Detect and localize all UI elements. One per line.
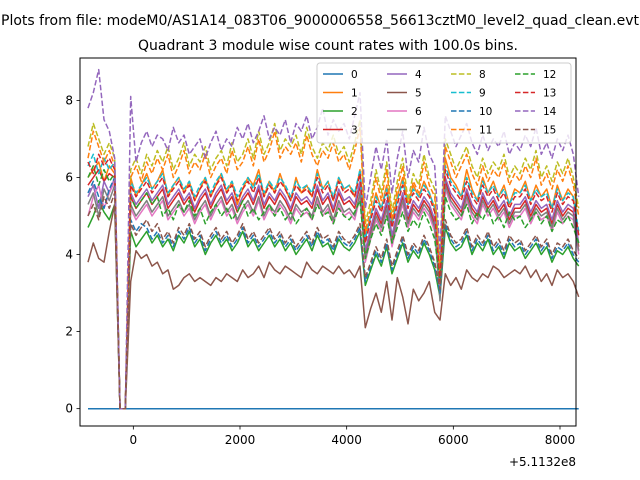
legend-label-11: 11	[479, 125, 492, 137]
y-tick-label-2: 4	[65, 248, 73, 262]
series-line-6	[87, 180, 580, 410]
series-line-4	[87, 176, 580, 410]
series-line-12	[87, 165, 580, 410]
x-tick-label-2: 4000	[331, 433, 362, 447]
x-tick-label-0: 0	[130, 433, 138, 447]
legend-label-13: 13	[543, 88, 556, 100]
series-line-8	[87, 118, 580, 410]
legend-box	[316, 62, 572, 144]
figure-suptitle: Plots from file: modeM0/AS1A14_083T06_90…	[1, 13, 639, 29]
series-line-11	[87, 126, 580, 410]
legend-label-10: 10	[479, 106, 492, 118]
legend-label-4: 4	[415, 69, 422, 81]
series-line-15	[87, 192, 580, 410]
legend-label-3: 3	[351, 125, 358, 137]
legend-label-1: 1	[351, 88, 358, 100]
legend-label-7: 7	[415, 125, 422, 137]
y-tick-label-1: 2	[65, 325, 73, 339]
legend-label-15: 15	[543, 125, 556, 137]
series-line-3	[87, 168, 580, 410]
chart-title: Quadrant 3 module wise count rates with …	[138, 38, 518, 54]
series-line-10	[87, 176, 580, 410]
axes-layer: 0 2000 4000 6000 8000 0 2 4 6 8	[65, 93, 575, 447]
y-tick-label-0: 0	[65, 402, 73, 416]
plot-frame	[79, 57, 577, 427]
y-tick-label-3: 6	[65, 170, 73, 184]
legend-label-2: 2	[351, 106, 358, 118]
series-line-1	[87, 157, 580, 410]
legend-label-6: 6	[415, 106, 422, 118]
legend-label-12: 12	[543, 69, 556, 81]
legend-label-8: 8	[479, 69, 486, 81]
x-offset-label: +5.1132e8	[509, 455, 576, 469]
x-tick-label-1: 2000	[225, 433, 256, 447]
x-tick-label-4: 8000	[545, 433, 576, 447]
series-line-7	[87, 184, 580, 410]
series-line-5	[87, 203, 580, 410]
series-line-9	[87, 153, 580, 410]
series-line-13	[87, 153, 580, 410]
legend-label-5: 5	[415, 88, 422, 100]
x-tick-label-3: 6000	[438, 433, 469, 447]
series-line-2	[87, 199, 580, 410]
y-tick-label-4: 8	[65, 93, 73, 107]
legend-label-0: 0	[351, 69, 358, 81]
legend-label-14: 14	[543, 106, 557, 118]
legend-label-9: 9	[479, 88, 486, 100]
